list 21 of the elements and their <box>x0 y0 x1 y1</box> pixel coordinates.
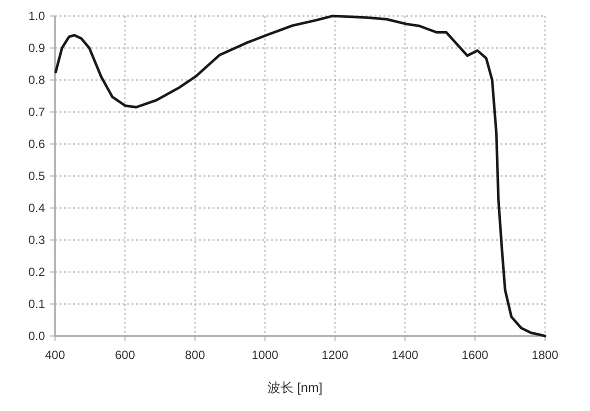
x-tick-label: 600 <box>114 348 136 362</box>
x-tick-label: 1200 <box>322 348 349 362</box>
x-tick-label: 800 <box>184 348 206 362</box>
y-tick-label: 0.5 <box>28 169 46 183</box>
x-tick-label: 1600 <box>462 348 489 362</box>
y-tick-label: 0.1 <box>28 297 46 311</box>
y-tick-label: 0.7 <box>28 105 46 119</box>
y-tick-label: 0.9 <box>28 41 46 55</box>
y-tick-label: 0.2 <box>28 265 46 279</box>
y-tick-label: 0.4 <box>28 201 46 215</box>
line-series <box>54 14 546 338</box>
x-tick-label: 1400 <box>392 348 419 362</box>
y-tick-label: 1.0 <box>28 9 46 23</box>
y-tick-label: 0.8 <box>28 73 46 87</box>
x-tick-label: 400 <box>44 348 66 362</box>
x-tick-label: 1000 <box>252 348 279 362</box>
y-tick-label: 0.3 <box>28 233 46 247</box>
x-axis-title: 波长 [nm] <box>268 380 322 395</box>
x-tick-label: 1800 <box>532 348 559 362</box>
y-tick-label: 0.0 <box>28 329 46 343</box>
y-tick-label: 0.6 <box>28 137 46 151</box>
